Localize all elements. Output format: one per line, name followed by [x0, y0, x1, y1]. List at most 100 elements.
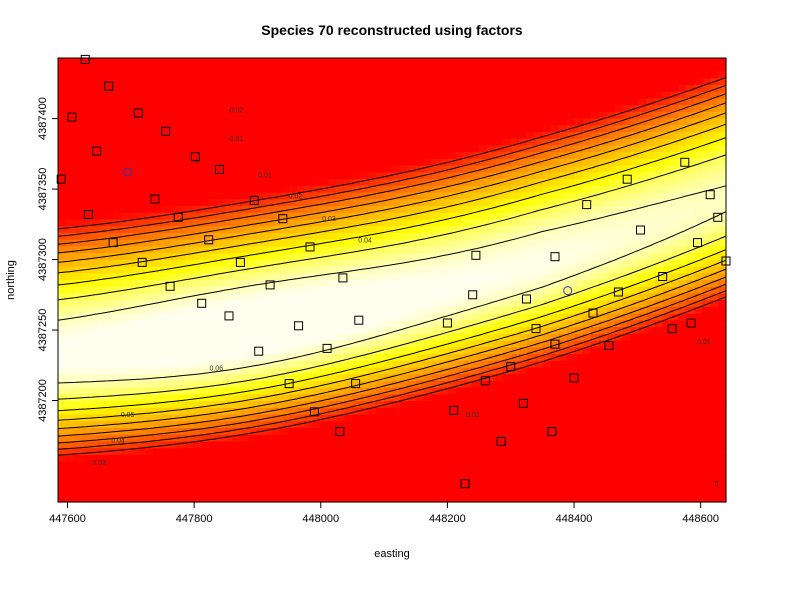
heat-cell [622, 165, 632, 173]
heat-cell [463, 172, 473, 180]
heat-cell [288, 91, 298, 99]
heat-cell [248, 118, 258, 126]
heat-cell [296, 327, 306, 335]
heat-cell [439, 118, 449, 126]
heat-cell [81, 145, 91, 153]
heat-cell [320, 354, 329, 362]
heat-cell [264, 179, 274, 187]
heat-cell [264, 64, 274, 73]
heat-cell [320, 428, 329, 436]
heat-cell [137, 98, 147, 106]
heat-cell [487, 273, 496, 281]
heat-cell [81, 91, 91, 99]
heat-cell [240, 407, 250, 416]
heat-cell [439, 58, 449, 66]
heat-cell [328, 71, 337, 79]
heat-cell [479, 421, 489, 429]
heat-cell [336, 145, 345, 153]
heat-cell [471, 407, 481, 416]
heat-cell [630, 468, 640, 476]
heat-cell [447, 111, 457, 120]
heat-cell [81, 468, 91, 476]
heat-cell [113, 138, 123, 147]
heat-cell [582, 253, 592, 261]
heat-cell [201, 78, 210, 86]
heat-cell [232, 179, 242, 187]
heat-cell [392, 206, 401, 214]
heat-cell [129, 286, 139, 295]
heat-cell [169, 273, 178, 281]
heat-cell [527, 98, 536, 106]
heat-cell [113, 421, 123, 429]
heat-cell [193, 64, 202, 73]
heat-cell [193, 367, 202, 375]
heat-cell [559, 421, 568, 429]
heat-cell [209, 232, 218, 241]
heat-cell [638, 192, 648, 200]
heat-cell [527, 125, 536, 133]
heat-cell [439, 414, 449, 422]
heat-cell [81, 259, 91, 268]
heat-cell [209, 300, 218, 308]
heat-cell [280, 125, 290, 133]
heat-cell [113, 232, 123, 241]
heat-cell [137, 212, 147, 221]
heat-cell [646, 172, 656, 180]
heat-cell [447, 340, 457, 348]
heat-cell [312, 488, 322, 496]
heat-cell [320, 152, 329, 160]
heat-cell [328, 232, 337, 241]
heat-cell [312, 280, 322, 288]
heat-cell [392, 401, 401, 409]
heat-cell [65, 64, 75, 73]
heat-cell [304, 300, 314, 308]
heat-cell [185, 118, 194, 126]
heat-cell [527, 367, 536, 375]
heat-cell [519, 286, 528, 295]
heat-cell [638, 98, 648, 106]
heat-cell [638, 132, 648, 140]
heat-cell [551, 488, 560, 496]
heat-cell [161, 354, 170, 362]
heat-cell [65, 253, 75, 261]
heat-cell [272, 306, 282, 315]
heat-cell [360, 347, 369, 355]
heat-cell [232, 340, 242, 348]
heat-cell [264, 152, 274, 160]
heat-cell [606, 172, 616, 180]
heat-cell [177, 212, 186, 221]
heat-cell [439, 165, 449, 173]
heat-cell [105, 313, 115, 321]
heat-cell [463, 387, 473, 395]
heat-cell [288, 179, 298, 187]
heat-cell [399, 219, 409, 227]
heat-cell [559, 481, 568, 490]
heat-cell [312, 138, 322, 147]
heat-cell [225, 232, 234, 241]
heat-cell [217, 340, 226, 348]
heat-cell [304, 78, 314, 86]
heat-cell [89, 118, 99, 126]
heat-cell [551, 105, 560, 113]
heat-cell [606, 232, 616, 241]
heat-cell [551, 232, 560, 241]
heat-cell [495, 206, 504, 214]
heat-cell [65, 333, 75, 342]
heat-cell [65, 58, 75, 66]
heat-cell [598, 414, 608, 422]
heat-cell [431, 401, 441, 409]
heat-cell [463, 219, 473, 227]
heat-cell [225, 118, 234, 126]
heat-cell [81, 219, 91, 227]
heat-cell [487, 461, 496, 469]
heat-cell [415, 246, 425, 254]
heat-cell [487, 152, 496, 160]
heat-cell [225, 327, 234, 335]
heat-cell [201, 468, 210, 476]
heat-cell [73, 374, 83, 382]
heat-cell [105, 280, 115, 288]
heat-cell [105, 374, 115, 382]
heat-cell [399, 273, 409, 281]
heat-cell [145, 421, 155, 429]
heat-cell [471, 138, 481, 147]
